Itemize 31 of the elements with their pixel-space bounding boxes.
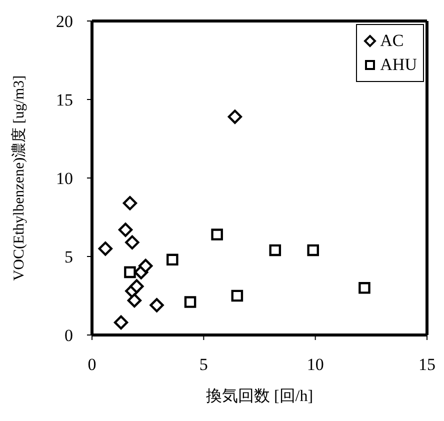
y-tick-label: 20: [56, 12, 73, 32]
point: [114, 315, 128, 330]
point: [166, 254, 178, 266]
y-axis-title: VOC(Ethylbenzene)濃度 [ug/m3]: [10, 75, 28, 281]
point: [125, 235, 140, 250]
point: [358, 282, 370, 294]
x-axis-title: 換気回数 [回/h]: [206, 388, 314, 405]
y-tick-label: 15: [56, 90, 73, 110]
y-tick-label: 0: [64, 326, 73, 346]
x-tick-label: 5: [199, 355, 208, 374]
point: [98, 242, 112, 256]
point: [130, 279, 144, 294]
point: [150, 298, 164, 312]
point: [124, 266, 136, 278]
legend-label: AC: [380, 30, 404, 52]
x-tick-label: 10: [306, 355, 324, 374]
point: [127, 293, 142, 308]
point: [228, 110, 242, 124]
point: [184, 296, 196, 308]
y-tick-label: 10: [56, 169, 73, 188]
legend-label: AHU: [380, 54, 417, 76]
point: [118, 222, 133, 237]
x-tick-label: 0: [88, 355, 96, 374]
y-tick-label: 5: [64, 248, 73, 267]
point: [307, 244, 319, 256]
x-tick-label: 15: [418, 355, 436, 374]
point: [122, 196, 138, 210]
point: [138, 258, 153, 274]
point: [211, 228, 223, 240]
point: [231, 290, 244, 302]
point: [269, 244, 282, 256]
